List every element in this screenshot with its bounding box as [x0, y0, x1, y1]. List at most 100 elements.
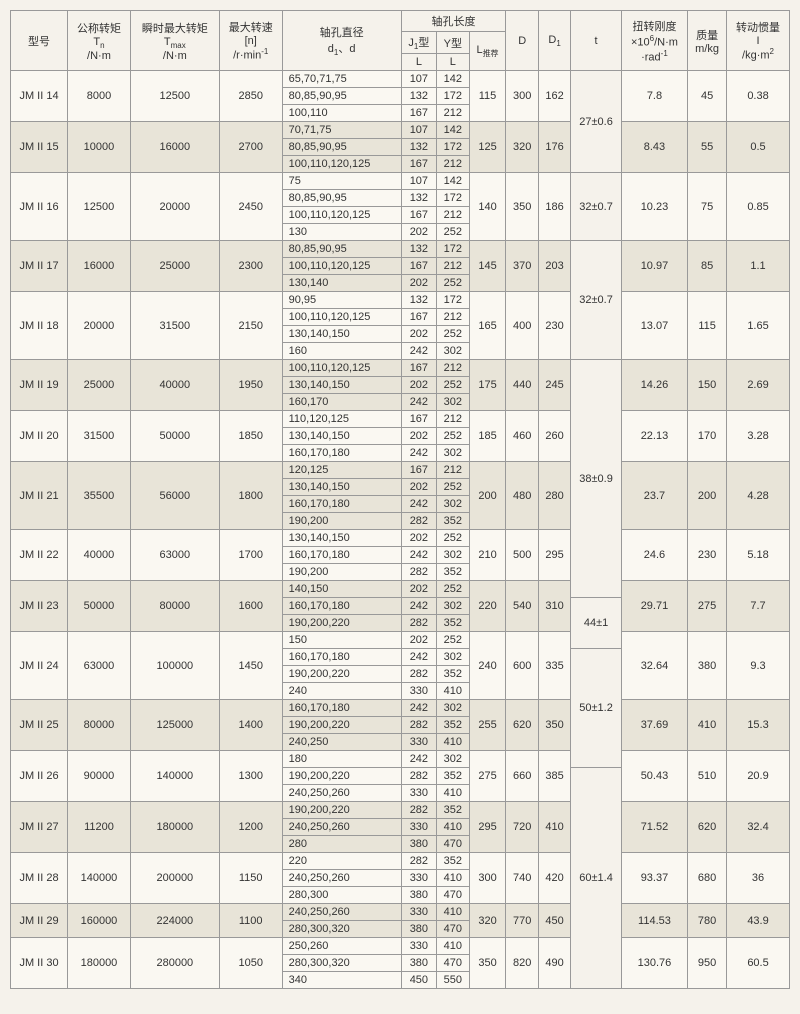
cell-y: 410 [437, 785, 469, 802]
col-t: t [571, 11, 621, 71]
table-row: JM II 27112001800001200190,200,220282352… [11, 802, 790, 819]
col-inertia: 转动惯量I/kg·m2 [727, 11, 790, 71]
cell-diameter: 65,70,71,75 [282, 71, 401, 88]
cell-y: 352 [437, 717, 469, 734]
cell-j: 202 [401, 224, 437, 241]
cell-y: 352 [437, 853, 469, 870]
cell-model: JM II 20 [11, 411, 68, 462]
cell-D1: 740 [506, 853, 538, 904]
cell-stiffness: 37.69 [621, 700, 687, 751]
cell-j: 167 [401, 156, 437, 173]
cell-y: 352 [437, 802, 469, 819]
cell-inertia: 4.28 [727, 462, 790, 530]
cell-t: 410 [538, 802, 570, 853]
cell-j: 242 [401, 649, 437, 666]
cell-inertia: 15.3 [727, 700, 790, 751]
cell-tmax: 224000 [130, 904, 219, 938]
cell-mass: 85 [688, 241, 727, 292]
cell-model: JM II 19 [11, 360, 68, 411]
cell-diameter: 240,250 [282, 734, 401, 751]
cell-n: 1150 [219, 853, 282, 904]
cell-stiffness: 29.71 [621, 581, 687, 632]
cell-j: 167 [401, 258, 437, 275]
cell-j: 282 [401, 717, 437, 734]
table-row: JM II 2814000020000011502202823523007404… [11, 853, 790, 870]
table-body: JM II 14800012500285065,70,71,7510714211… [11, 71, 790, 989]
cell-model: JM II 14 [11, 71, 68, 122]
cell-j: 242 [401, 496, 437, 513]
cell-diameter: 90,95 [282, 292, 401, 309]
cell-diameter: 240,250,260 [282, 904, 401, 921]
cell-y: 252 [437, 377, 469, 394]
col-L1: L [401, 54, 437, 71]
cell-D1: 540 [506, 581, 538, 632]
cell-y: 212 [437, 258, 469, 275]
cell-lrec: 220 [469, 581, 506, 632]
cell-j: 330 [401, 734, 437, 751]
cell-diameter: 120,125 [282, 462, 401, 479]
cell-diameter: 160,170 [282, 394, 401, 411]
table-row: JM II 291600002240001100240,250,26033041… [11, 904, 790, 921]
cell-lrec: 140 [469, 173, 506, 241]
cell-D1: 770 [506, 904, 538, 938]
cell-y: 302 [437, 751, 469, 768]
cell-model: JM II 24 [11, 632, 68, 700]
cell-model: JM II 18 [11, 292, 68, 360]
cell-diameter: 80,85,90,95 [282, 139, 401, 156]
cell-j: 202 [401, 632, 437, 649]
cell-mass: 150 [688, 360, 727, 411]
cell-n: 1100 [219, 904, 282, 938]
cell-inertia: 32.4 [727, 802, 790, 853]
cell-stiffness: 7.8 [621, 71, 687, 122]
cell-j: 202 [401, 428, 437, 445]
cell-y: 410 [437, 904, 469, 921]
cell-diameter: 150 [282, 632, 401, 649]
cell-diameter: 190,200,220 [282, 768, 401, 785]
table-row: JM II 2463000100000145015020225224060033… [11, 632, 790, 649]
cell-diameter: 190,200 [282, 513, 401, 530]
cell-n: 1200 [219, 802, 282, 853]
col-tmax: 瞬时最大转矩Tmax/N·m [130, 11, 219, 71]
cell-tn: 8000 [68, 71, 131, 122]
cell-D1: 660 [506, 751, 538, 802]
cell-t: 162 [538, 71, 570, 122]
cell-stiffness: 130.76 [621, 938, 687, 989]
cell-y: 142 [437, 122, 469, 139]
cell-diameter: 110,120,125 [282, 411, 401, 428]
cell-mass: 115 [688, 292, 727, 360]
cell-diameter: 160,170,180 [282, 700, 401, 717]
cell-n: 2150 [219, 292, 282, 360]
col-L2: L [437, 54, 469, 71]
table-row: JM II 182000031500215090,951321721654002… [11, 292, 790, 309]
cell-diameter: 220 [282, 853, 401, 870]
cell-j: 380 [401, 955, 437, 972]
cell-D1: 320 [506, 122, 538, 173]
cell-D1: 620 [506, 700, 538, 751]
cell-stiffness: 71.52 [621, 802, 687, 853]
cell-diameter: 80,85,90,95 [282, 88, 401, 105]
cell-y: 410 [437, 683, 469, 700]
cell-t: 350 [538, 700, 570, 751]
cell-mass: 680 [688, 853, 727, 904]
cell-diameter: 190,200,220 [282, 717, 401, 734]
cell-j: 167 [401, 462, 437, 479]
cell-j: 242 [401, 751, 437, 768]
cell-lrec: 200 [469, 462, 506, 530]
cell-stiffness: 32.64 [621, 632, 687, 700]
cell-diameter: 250,260 [282, 938, 401, 955]
cell-diameter: 130,140,150 [282, 428, 401, 445]
cell-diameter: 180 [282, 751, 401, 768]
cell-y: 410 [437, 734, 469, 751]
cell-tn: 63000 [68, 632, 131, 700]
cell-tn: 160000 [68, 904, 131, 938]
cell-tmax: 56000 [130, 462, 219, 530]
cell-diameter: 240,250,260 [282, 819, 401, 836]
cell-diameter: 160,170,180 [282, 445, 401, 462]
cell-tgroup: 50±1.2 [571, 649, 621, 768]
cell-stiffness: 13.07 [621, 292, 687, 360]
cell-n: 2450 [219, 173, 282, 241]
cell-j: 330 [401, 785, 437, 802]
table-row: JM II 1925000400001950100,110,120,125167… [11, 360, 790, 377]
cell-n: 1950 [219, 360, 282, 411]
cell-tmax: 40000 [130, 360, 219, 411]
